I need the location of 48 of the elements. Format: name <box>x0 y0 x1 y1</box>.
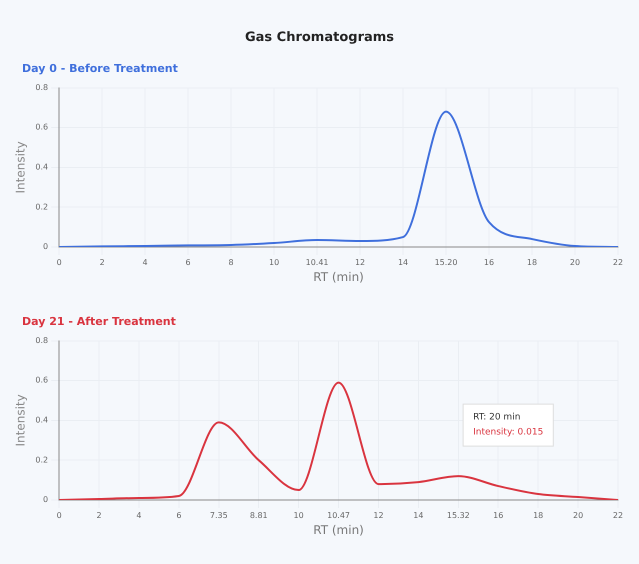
x-axis-title: RT (min) <box>313 270 364 284</box>
x-tick-label: 8 <box>228 258 234 267</box>
x-tick-label: 12 <box>354 258 366 267</box>
x-tick-label: 2 <box>100 258 105 267</box>
y-axis-title: Intensity <box>13 141 28 194</box>
chart-title: Day 21 - After Treatment <box>21 314 177 330</box>
y-axis-title: Intensity <box>13 394 28 447</box>
x-tick-label: 8.81 <box>250 510 268 520</box>
x-tick-label: 0 <box>56 510 62 520</box>
y-tick-label: 0.6 <box>35 376 48 385</box>
x-tick-label: 4 <box>142 258 148 267</box>
y-tick-label: 0.2 <box>35 202 48 212</box>
x-tick-label: 14 <box>413 510 424 520</box>
y-tick-label: 0.8 <box>35 336 48 345</box>
x-tick-label: 12 <box>373 510 384 520</box>
y-tick-label: 0.2 <box>35 455 48 464</box>
y-tick-label: 0 <box>43 242 48 252</box>
x-tick-label: 18 <box>526 258 538 267</box>
x-tick-label: 10.47 <box>327 510 350 520</box>
x-tick-label: 18 <box>533 510 544 520</box>
annotation: RT: 20 min <box>473 412 520 422</box>
y-tick-label: 0.4 <box>35 415 48 424</box>
x-tick-label: 7.35 <box>210 510 228 520</box>
annotation: Intensity: 0.015 <box>473 427 544 438</box>
x-axis-title: RT (min) <box>313 522 364 537</box>
x-tick-label: 10 <box>294 510 304 520</box>
x-tick-label: 22 <box>612 510 624 520</box>
x-tick-label: 22 <box>612 258 624 267</box>
x-tick-label: 10.41 <box>306 258 329 267</box>
chart-subtitle: Day 0 - Before Treatment <box>21 61 179 77</box>
y-tick-label: 0.6 <box>35 122 48 132</box>
x-tick-label: 16 <box>484 258 494 267</box>
x-tick-label: 6 <box>176 510 182 520</box>
x-tick-label: 6 <box>186 258 191 267</box>
x-tick-label: 15.32 <box>446 510 470 520</box>
y-tick-label: 0 <box>43 495 48 504</box>
x-tick-label: 16 <box>493 510 504 520</box>
x-tick-label: 0 <box>56 258 62 267</box>
x-tick-label: 14 <box>398 258 408 267</box>
x-tick-label: 4 <box>136 510 142 520</box>
y-tick-label: 0.4 <box>35 162 48 172</box>
y-tick-label: 0.8 <box>35 82 48 92</box>
x-tick-label: 2 <box>96 510 102 520</box>
chart-title: Gas Chromatograms <box>244 29 396 47</box>
x-tick-label: 20 <box>570 258 580 267</box>
x-tick-label: 15.20 <box>434 258 458 267</box>
x-tick-label: 20 <box>572 510 584 520</box>
x-tick-label: 10 <box>268 258 280 267</box>
